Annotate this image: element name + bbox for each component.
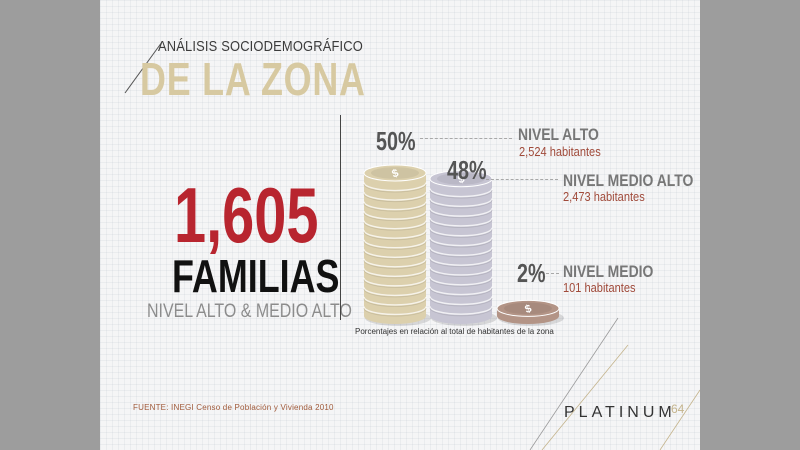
- dollar-icon: $: [456, 173, 466, 186]
- coin-stack-chart: $ $ $: [363, 164, 564, 326]
- dollar-icon: $: [523, 303, 533, 316]
- subtitle: ANÁLISIS SOCIODEMOGRÁFICO: [158, 38, 364, 55]
- data-label-medio: 2%: [517, 258, 546, 288]
- decorative-lines: [124, 41, 700, 450]
- leader-line-medio: [546, 273, 559, 274]
- leader-line-alto: [420, 138, 512, 139]
- category-label-alto: NIVEL ALTO: [518, 125, 599, 144]
- page-title: DE LA ZONA: [140, 53, 366, 105]
- source-note: FUENTE: INEGI Censo de Población y Vivie…: [133, 403, 334, 412]
- category-label-medio: NIVEL MEDIO: [563, 262, 654, 281]
- families-description: NIVEL ALTO & MEDIO ALTO: [147, 301, 352, 322]
- slide: ANÁLISIS SOCIODEMOGRÁFICO DE LA ZONA 1,6…: [100, 0, 700, 450]
- brand-logo: PLATINUM: [564, 404, 676, 421]
- coin-stack-medio-alto: $: [429, 170, 497, 326]
- coin-stack-medio: $: [496, 299, 564, 326]
- coin-stack-alto: $: [363, 164, 431, 326]
- divider-line: [340, 115, 341, 320]
- data-label-medio-alto: 48%: [447, 155, 487, 185]
- habitantes-medio-alto: 2,473 habitantes: [563, 189, 645, 204]
- habitantes-alto: 2,524 habitantes: [519, 144, 601, 159]
- dollar-icon: $: [390, 167, 400, 180]
- leader-line-medio-alto: [486, 179, 558, 180]
- families-label: FAMILIAS: [172, 250, 340, 302]
- chart-caption: Porcentajes en relación al total de habi…: [355, 327, 554, 336]
- category-label-medio-alto: NIVEL MEDIO ALTO: [563, 171, 694, 190]
- habitantes-medio: 101 habitantes: [563, 280, 636, 295]
- brand-logo-number: 64: [671, 402, 685, 416]
- data-label-alto: 50%: [376, 126, 416, 156]
- families-total: 1,605: [174, 171, 319, 259]
